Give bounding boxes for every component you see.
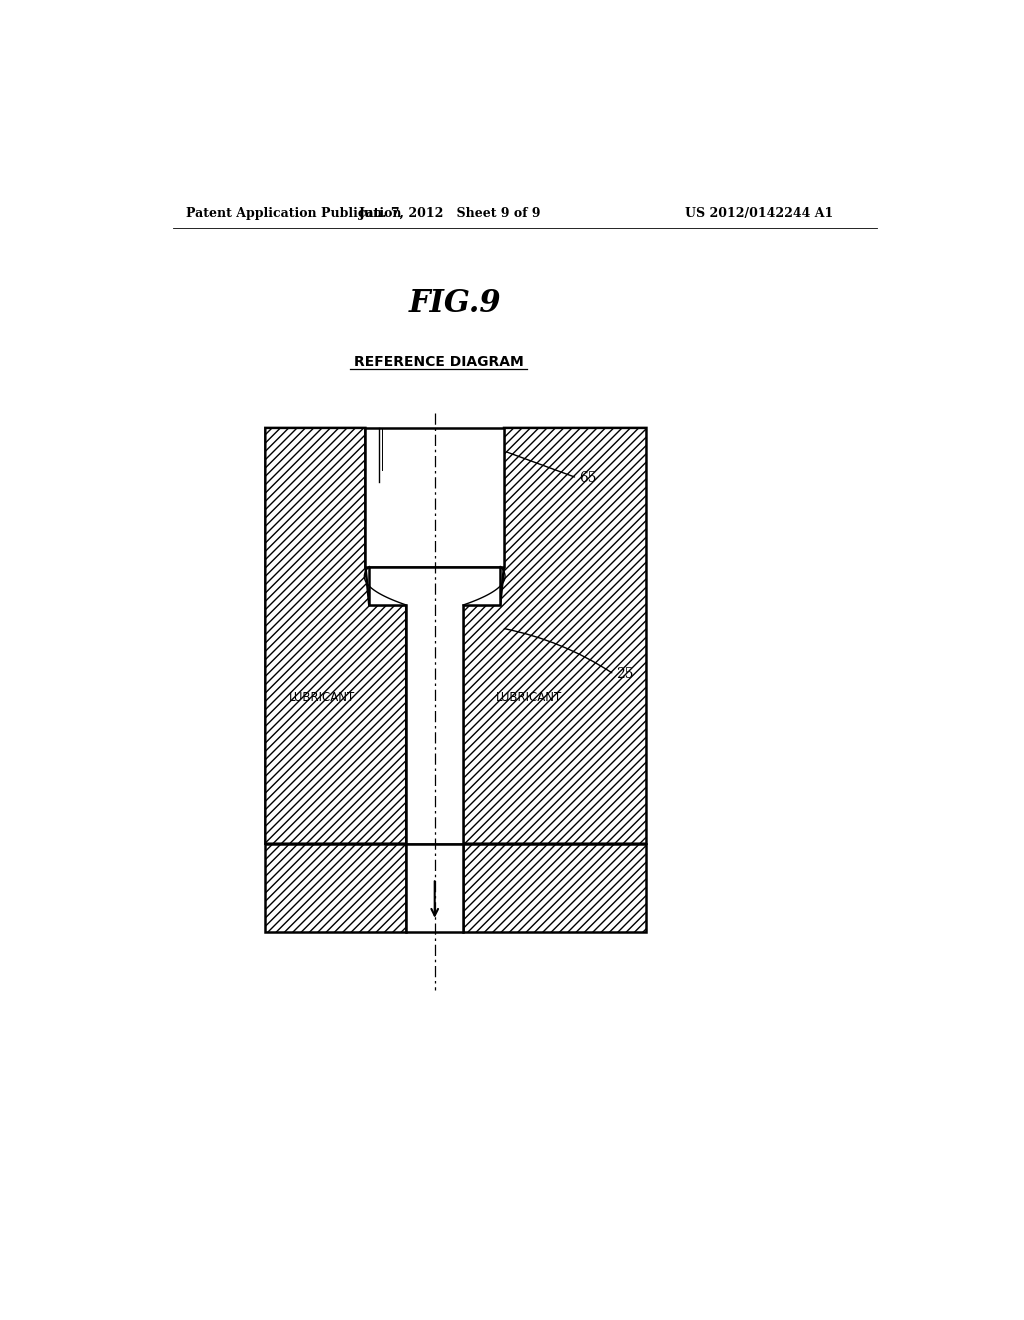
Polygon shape xyxy=(265,428,407,843)
Bar xyxy=(366,428,504,566)
Text: 65: 65 xyxy=(579,471,596,484)
Text: Jun. 7, 2012   Sheet 9 of 9: Jun. 7, 2012 Sheet 9 of 9 xyxy=(358,207,542,220)
Text: Patent Application Publication: Patent Application Publication xyxy=(186,207,401,220)
Polygon shape xyxy=(463,843,646,932)
Polygon shape xyxy=(265,843,407,932)
Text: US 2012/0142244 A1: US 2012/0142244 A1 xyxy=(685,207,834,220)
Polygon shape xyxy=(370,566,500,843)
Bar xyxy=(407,843,463,932)
Text: REFERENCE DIAGRAM: REFERENCE DIAGRAM xyxy=(353,355,523,370)
Text: FIG.9: FIG.9 xyxy=(410,288,502,318)
Text: LUBRICANT: LUBRICANT xyxy=(289,690,354,704)
Text: 25: 25 xyxy=(615,668,633,681)
Polygon shape xyxy=(463,428,646,843)
Text: LUBRICANT: LUBRICANT xyxy=(497,690,562,704)
